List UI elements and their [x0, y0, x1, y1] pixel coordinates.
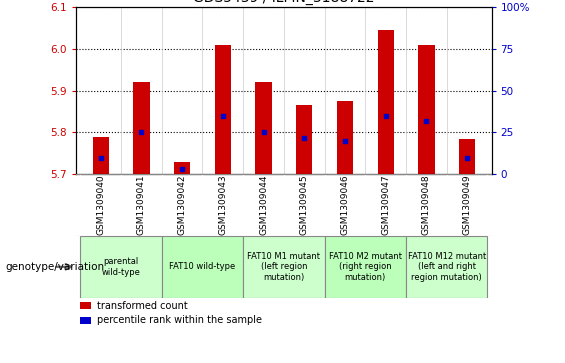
Text: GSM1309043: GSM1309043 — [218, 175, 227, 236]
Bar — [215, 45, 231, 174]
Text: FAT10 wild-type: FAT10 wild-type — [170, 262, 236, 271]
Text: genotype/variation: genotype/variation — [6, 262, 105, 272]
Bar — [174, 162, 190, 174]
Text: percentile rank within the sample: percentile rank within the sample — [97, 315, 262, 325]
Bar — [296, 105, 312, 174]
Text: GSM1309041: GSM1309041 — [137, 175, 146, 236]
Bar — [93, 136, 109, 174]
Text: parental
wild-type: parental wild-type — [102, 257, 141, 277]
Text: GSM1309040: GSM1309040 — [96, 175, 105, 236]
Text: FAT10 M2 mutant
(right region
mutation): FAT10 M2 mutant (right region mutation) — [329, 252, 402, 282]
Bar — [418, 45, 434, 174]
Bar — [80, 302, 91, 309]
Text: FAT10 M1 mutant
(left region
mutation): FAT10 M1 mutant (left region mutation) — [247, 252, 320, 282]
Text: GSM1309045: GSM1309045 — [300, 175, 308, 236]
Bar — [377, 30, 394, 174]
Bar — [337, 101, 353, 174]
Text: GSM1309044: GSM1309044 — [259, 175, 268, 235]
Text: GSM1309046: GSM1309046 — [341, 175, 350, 236]
Text: GSM1309042: GSM1309042 — [177, 175, 186, 235]
Bar — [80, 236, 162, 298]
Bar — [325, 236, 406, 298]
Title: GDS5439 / ILMN_3188722: GDS5439 / ILMN_3188722 — [193, 0, 375, 5]
Bar — [255, 82, 272, 174]
Bar — [459, 139, 475, 174]
Bar — [133, 82, 150, 174]
Text: GSM1309049: GSM1309049 — [463, 175, 472, 236]
Text: GSM1309048: GSM1309048 — [422, 175, 431, 236]
Bar — [80, 317, 91, 324]
Bar — [243, 236, 325, 298]
Bar — [162, 236, 243, 298]
Text: transformed count: transformed count — [97, 301, 188, 311]
Bar — [406, 236, 488, 298]
Text: GSM1309047: GSM1309047 — [381, 175, 390, 236]
Text: FAT10 M12 mutant
(left and right
region mutation): FAT10 M12 mutant (left and right region … — [407, 252, 486, 282]
